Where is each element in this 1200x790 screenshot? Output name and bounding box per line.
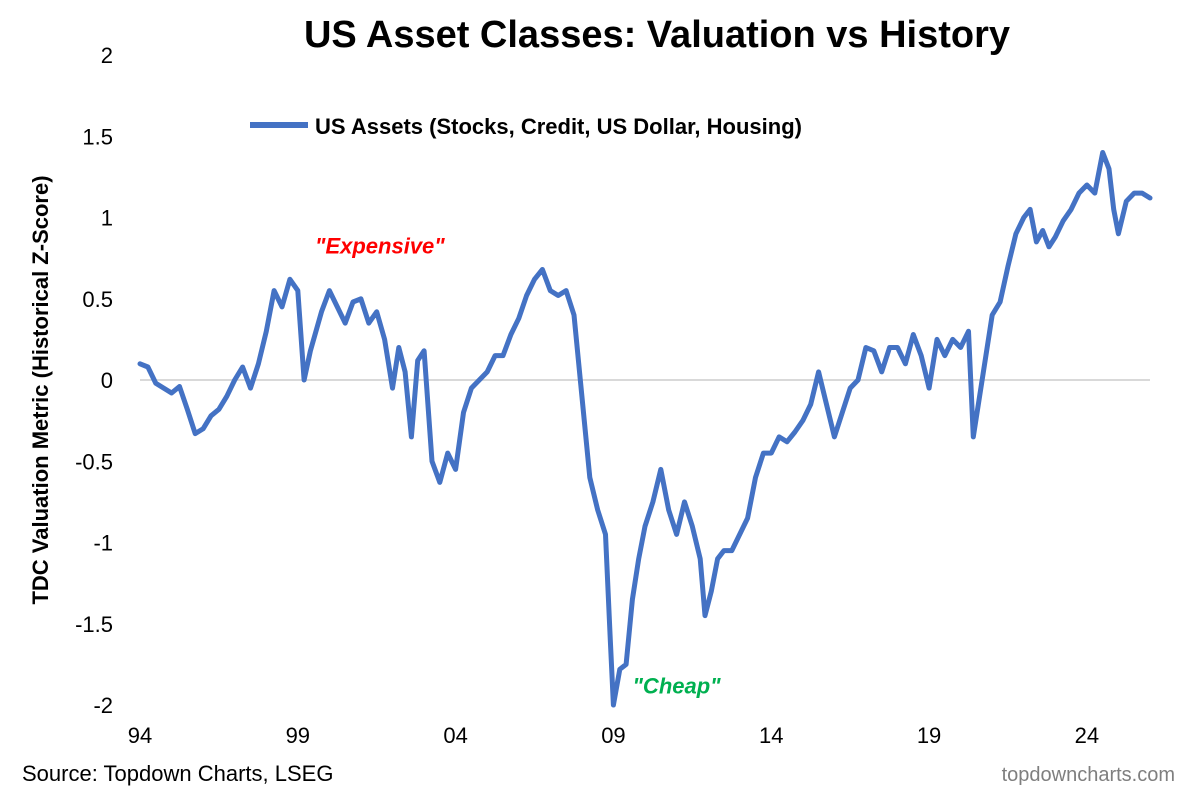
annotation-label: "Cheap" [633,674,722,699]
x-tick-label: 99 [286,723,310,748]
chart-title: US Asset Classes: Valuation vs History [304,14,1010,56]
x-tick-label: 09 [601,723,625,748]
y-tick-label: -0.5 [75,449,113,474]
y-tick-label: -1 [93,531,113,556]
y-tick-label: 1 [101,206,113,231]
legend: US Assets (Stocks, Credit, US Dollar, Ho… [250,114,802,139]
y-tick-label: -2 [93,693,113,718]
y-tick-label: 1.5 [82,124,113,149]
series-line [137,150,1153,708]
legend-label: US Assets (Stocks, Credit, US Dollar, Ho… [315,114,802,139]
x-tick-label: 19 [917,723,941,748]
brand-watermark: topdowncharts.com [1002,764,1175,786]
x-tick-label: 04 [443,723,467,748]
y-tick-label: 2 [101,43,113,68]
y-axis-label: TDC Valuation Metric (Historical Z-Score… [28,175,53,604]
y-tick-label: 0 [101,368,113,393]
x-tick-label: 14 [759,723,783,748]
y-tick-label: -1.5 [75,612,113,637]
annotation-label: "Expensive" [315,233,445,258]
y-tick-label: 0.5 [82,287,113,312]
x-tick-label: 94 [128,723,152,748]
source-note: Source: Topdown Charts, LSEG [22,761,333,786]
x-tick-label: 24 [1075,723,1099,748]
